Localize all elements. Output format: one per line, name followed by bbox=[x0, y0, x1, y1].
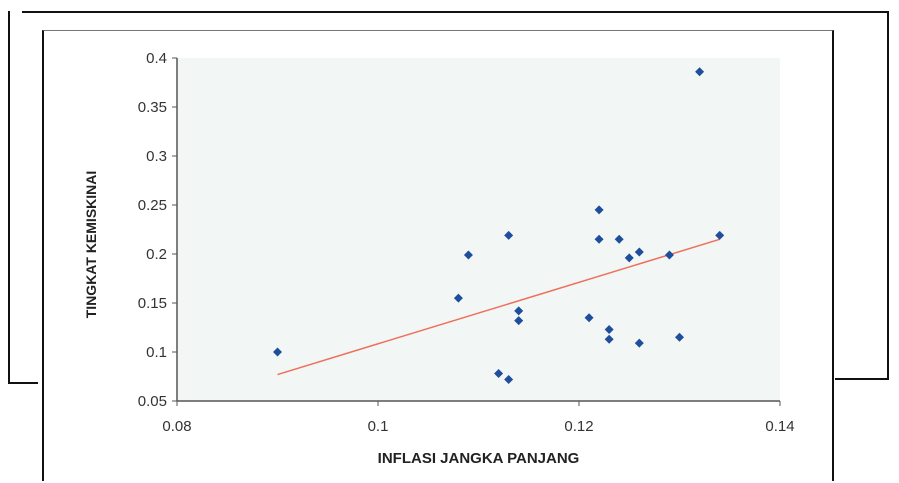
x-tick-label: 0.14 bbox=[765, 418, 794, 435]
data-point bbox=[594, 205, 604, 215]
y-tick-label: 0.05 bbox=[138, 393, 167, 410]
data-point bbox=[273, 347, 282, 357]
y-tick-label: 0.1 bbox=[146, 344, 167, 361]
frame-bottom-right-line bbox=[835, 378, 889, 380]
frame-left-line bbox=[8, 11, 10, 383]
data-point bbox=[604, 334, 614, 344]
frame-right-line bbox=[887, 11, 889, 378]
y-axis-label: TINGKAT KEMISKINAI bbox=[83, 171, 99, 319]
data-point bbox=[715, 230, 725, 240]
data-point bbox=[604, 324, 614, 334]
data-point bbox=[624, 253, 634, 263]
y-tick-label: 0.3 bbox=[146, 148, 167, 165]
y-tick-label: 0.35 bbox=[138, 99, 167, 116]
trendline bbox=[277, 238, 720, 376]
y-tick-label: 0.15 bbox=[138, 295, 167, 312]
data-point bbox=[453, 293, 463, 303]
x-tick-label: 0.12 bbox=[564, 418, 593, 435]
data-point bbox=[664, 250, 674, 260]
y-tick-label: 0.2 bbox=[146, 246, 167, 263]
data-point bbox=[634, 247, 644, 257]
data-point bbox=[675, 332, 684, 342]
data-point bbox=[584, 313, 594, 323]
plot-area bbox=[177, 58, 780, 401]
data-point bbox=[504, 230, 514, 240]
y-tick-label: 0.25 bbox=[138, 197, 167, 214]
data-point bbox=[514, 316, 524, 326]
x-tick-label: 0.08 bbox=[162, 418, 191, 435]
data-point bbox=[594, 234, 604, 244]
data-point bbox=[695, 67, 705, 77]
chart-container: 0.05 0.1 0.15 0.2 0.25 0.3 0.35 0.4 0.08 0.1 0.12 0… bbox=[42, 30, 834, 481]
scatter-chart: 0.05 0.1 0.15 0.2 0.25 0.3 0.35 0.4 0.08 0.1 0.12 0… bbox=[83, 50, 795, 467]
data-point bbox=[504, 374, 514, 384]
x-tick-label: 0.1 bbox=[368, 418, 389, 435]
x-axis-label: INFLASI JANGKA PANJANG bbox=[378, 450, 580, 467]
frame-top-line bbox=[22, 11, 889, 13]
y-tick-label: 0.4 bbox=[146, 50, 167, 67]
data-point bbox=[614, 234, 624, 244]
data-point bbox=[494, 369, 504, 379]
data-point bbox=[514, 306, 524, 316]
data-point bbox=[463, 250, 473, 260]
frame-bottom-left-line bbox=[8, 382, 38, 384]
data-point bbox=[634, 338, 644, 348]
